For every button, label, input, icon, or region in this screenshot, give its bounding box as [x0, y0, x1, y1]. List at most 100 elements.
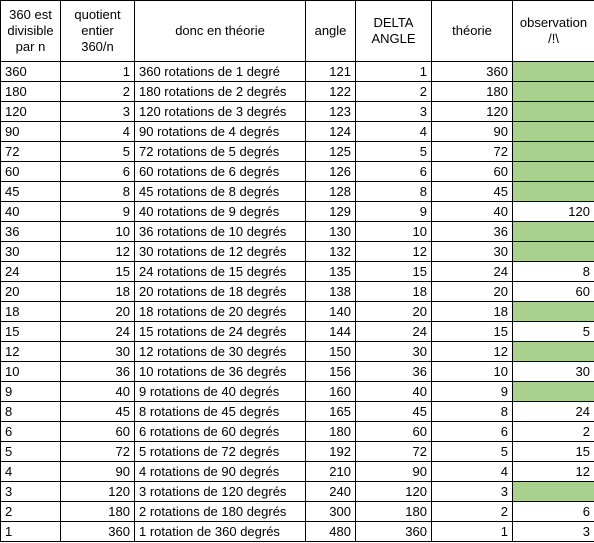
cell-divisible[interactable]: 3 [0, 481, 61, 502]
cell-quotient[interactable]: 6 [60, 161, 135, 182]
cell-delta-angle[interactable]: 10 [355, 221, 432, 242]
cell-angle[interactable]: 135 [305, 261, 356, 282]
header-observation[interactable]: observation /!\ [512, 0, 594, 62]
cell-quotient[interactable]: 2 [60, 81, 135, 102]
cell-theorie[interactable]: 24 [431, 261, 513, 282]
cell-divisible[interactable]: 6 [0, 421, 61, 442]
cell-description[interactable]: 360 rotations de 1 degré [134, 61, 306, 82]
cell-description[interactable]: 30 rotations de 12 degrés [134, 241, 306, 262]
cell-theorie[interactable]: 20 [431, 281, 513, 302]
cell-delta-angle[interactable]: 30 [355, 341, 432, 362]
cell-delta-angle[interactable]: 9 [355, 201, 432, 222]
cell-divisible[interactable]: 72 [0, 141, 61, 162]
cell-angle[interactable]: 160 [305, 381, 356, 402]
cell-angle[interactable]: 144 [305, 321, 356, 342]
cell-quotient[interactable]: 15 [60, 261, 135, 282]
cell-delta-angle[interactable]: 18 [355, 281, 432, 302]
cell-angle[interactable]: 130 [305, 221, 356, 242]
cell-theorie[interactable]: 180 [431, 81, 513, 102]
cell-observation[interactable] [512, 481, 594, 502]
cell-observation[interactable]: 120 [512, 201, 594, 222]
cell-delta-angle[interactable]: 15 [355, 261, 432, 282]
cell-quotient[interactable]: 8 [60, 181, 135, 202]
cell-description[interactable]: 1 rotation de 360 degrés [134, 521, 306, 542]
header-delta-angle[interactable]: DELTA ANGLE [355, 0, 432, 62]
cell-observation[interactable] [512, 301, 594, 322]
cell-delta-angle[interactable]: 8 [355, 181, 432, 202]
cell-quotient[interactable]: 360 [60, 521, 135, 542]
cell-angle[interactable]: 140 [305, 301, 356, 322]
cell-delta-angle[interactable]: 3 [355, 101, 432, 122]
cell-divisible[interactable]: 10 [0, 361, 61, 382]
cell-description[interactable]: 9 rotations de 40 degrés [134, 381, 306, 402]
cell-theorie[interactable]: 120 [431, 101, 513, 122]
cell-theorie[interactable]: 18 [431, 301, 513, 322]
cell-angle[interactable]: 156 [305, 361, 356, 382]
cell-divisible[interactable]: 36 [0, 221, 61, 242]
cell-angle[interactable]: 192 [305, 441, 356, 462]
cell-divisible[interactable]: 180 [0, 81, 61, 102]
cell-angle[interactable]: 132 [305, 241, 356, 262]
cell-divisible[interactable]: 360 [0, 61, 61, 82]
cell-delta-angle[interactable]: 36 [355, 361, 432, 382]
header-quotient[interactable]: quotient entier 360/n [60, 0, 135, 62]
cell-angle[interactable]: 300 [305, 501, 356, 522]
cell-quotient[interactable]: 36 [60, 361, 135, 382]
cell-angle[interactable]: 210 [305, 461, 356, 482]
cell-angle[interactable]: 124 [305, 121, 356, 142]
cell-description[interactable]: 12 rotations de 30 degrés [134, 341, 306, 362]
cell-observation[interactable]: 5 [512, 321, 594, 342]
cell-theorie[interactable]: 9 [431, 381, 513, 402]
cell-description[interactable]: 8 rotations de 45 degrés [134, 401, 306, 422]
cell-divisible[interactable]: 4 [0, 461, 61, 482]
cell-angle[interactable]: 125 [305, 141, 356, 162]
cell-description[interactable]: 10 rotations de 36 degrés [134, 361, 306, 382]
cell-divisible[interactable]: 20 [0, 281, 61, 302]
cell-divisible[interactable]: 8 [0, 401, 61, 422]
cell-observation[interactable] [512, 381, 594, 402]
cell-observation[interactable]: 12 [512, 461, 594, 482]
cell-observation[interactable] [512, 241, 594, 262]
cell-delta-angle[interactable]: 40 [355, 381, 432, 402]
cell-description[interactable]: 15 rotations de 24 degrés [134, 321, 306, 342]
cell-quotient[interactable]: 20 [60, 301, 135, 322]
cell-divisible[interactable]: 5 [0, 441, 61, 462]
cell-divisible[interactable]: 15 [0, 321, 61, 342]
cell-quotient[interactable]: 5 [60, 141, 135, 162]
cell-delta-angle[interactable]: 12 [355, 241, 432, 262]
cell-quotient[interactable]: 18 [60, 281, 135, 302]
cell-angle[interactable]: 122 [305, 81, 356, 102]
cell-observation[interactable]: 30 [512, 361, 594, 382]
cell-description[interactable]: 2 rotations de 180 degrés [134, 501, 306, 522]
cell-delta-angle[interactable]: 45 [355, 401, 432, 422]
cell-divisible[interactable]: 24 [0, 261, 61, 282]
cell-theorie[interactable]: 30 [431, 241, 513, 262]
cell-description[interactable]: 180 rotations de 2 degrés [134, 81, 306, 102]
cell-divisible[interactable]: 12 [0, 341, 61, 362]
cell-observation[interactable]: 24 [512, 401, 594, 422]
cell-theorie[interactable]: 2 [431, 501, 513, 522]
cell-theorie[interactable]: 90 [431, 121, 513, 142]
cell-description[interactable]: 36 rotations de 10 degrés [134, 221, 306, 242]
cell-quotient[interactable]: 10 [60, 221, 135, 242]
cell-delta-angle[interactable]: 20 [355, 301, 432, 322]
cell-theorie[interactable]: 4 [431, 461, 513, 482]
cell-divisible[interactable]: 90 [0, 121, 61, 142]
cell-divisible[interactable]: 30 [0, 241, 61, 262]
cell-divisible[interactable]: 18 [0, 301, 61, 322]
cell-quotient[interactable]: 12 [60, 241, 135, 262]
cell-delta-angle[interactable]: 24 [355, 321, 432, 342]
cell-divisible[interactable]: 60 [0, 161, 61, 182]
cell-theorie[interactable]: 6 [431, 421, 513, 442]
cell-angle[interactable]: 150 [305, 341, 356, 362]
cell-observation[interactable]: 2 [512, 421, 594, 442]
cell-quotient[interactable]: 1 [60, 61, 135, 82]
cell-angle[interactable]: 129 [305, 201, 356, 222]
header-theorie[interactable]: théorie [431, 0, 513, 62]
cell-description[interactable]: 18 rotations de 20 degrés [134, 301, 306, 322]
cell-delta-angle[interactable]: 90 [355, 461, 432, 482]
cell-divisible[interactable]: 45 [0, 181, 61, 202]
cell-theorie[interactable]: 60 [431, 161, 513, 182]
cell-description[interactable]: 6 rotations de 60 degrés [134, 421, 306, 442]
cell-description[interactable]: 60 rotations de 6 degrés [134, 161, 306, 182]
